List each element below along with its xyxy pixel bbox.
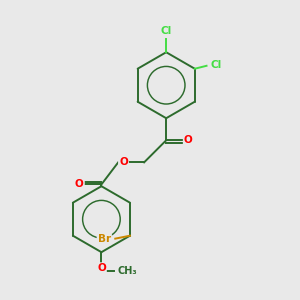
Text: O: O bbox=[184, 135, 193, 145]
Text: Cl: Cl bbox=[160, 26, 172, 36]
Text: CH₃: CH₃ bbox=[118, 266, 137, 276]
Text: Cl: Cl bbox=[211, 60, 222, 70]
Text: O: O bbox=[75, 179, 84, 190]
Text: O: O bbox=[97, 263, 106, 273]
Text: Br: Br bbox=[98, 234, 111, 244]
Text: O: O bbox=[119, 158, 128, 167]
